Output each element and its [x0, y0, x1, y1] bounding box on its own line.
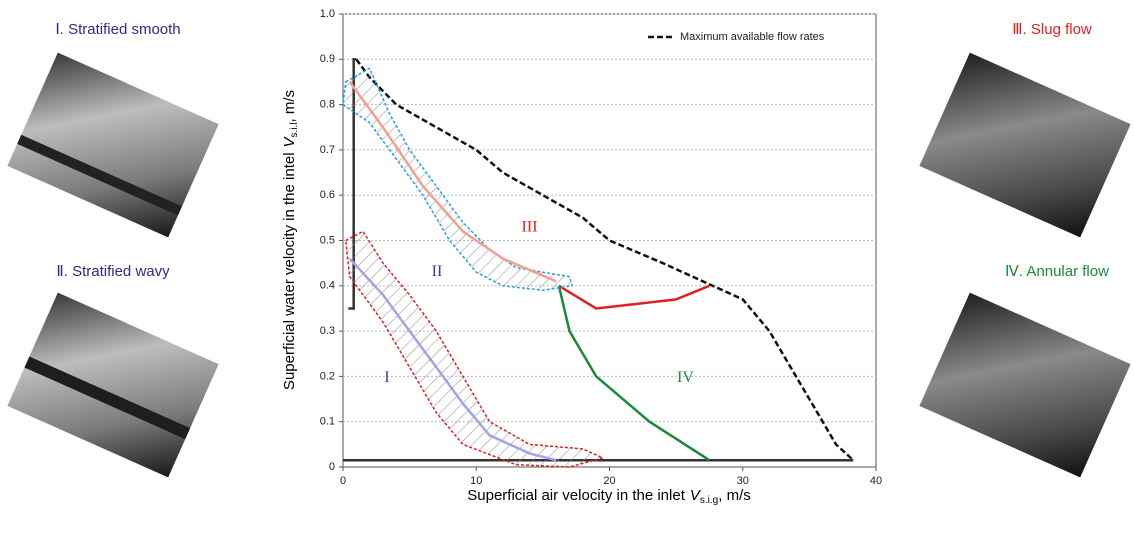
- y-tick-label: 0.6: [320, 189, 335, 201]
- x-axis-unit: , m/s: [718, 487, 751, 504]
- series-line: [348, 257, 557, 462]
- y-axis-symbol: V: [281, 135, 298, 147]
- panel-label: Ⅲ. Slug flow: [1012, 21, 1092, 38]
- annotation: IV: [677, 369, 694, 386]
- series-line: [557, 285, 711, 462]
- y-axis-label-text: Superficial water velocity in the intel: [281, 152, 298, 390]
- photo: [919, 52, 1131, 238]
- annotation: III: [522, 218, 538, 235]
- y-tick-label: 1.0: [320, 8, 335, 20]
- y-tick-label: 0.9: [320, 53, 335, 65]
- series-line: [558, 284, 710, 310]
- x-axis-subscript: s.i.g: [700, 495, 718, 506]
- y-tick-label: 0.3: [320, 325, 335, 337]
- panel-label: Ⅳ. Annular flow: [1005, 263, 1109, 280]
- x-tick-label: 20: [603, 475, 615, 487]
- region: [344, 230, 606, 468]
- x-axis-symbol: V: [690, 487, 702, 504]
- legend-label: Maximum available flow rates: [680, 31, 825, 43]
- x-axis-label: Superficial air velocity in the inlet Vs.…: [467, 487, 750, 506]
- series-line: [348, 58, 357, 310]
- y-axis-label: Superficial water velocity in the intel V…: [281, 90, 300, 390]
- y-tick-label: 0.2: [320, 370, 335, 382]
- panel-label: Ⅰ. Stratified smooth: [55, 21, 180, 38]
- annotation: I: [384, 369, 389, 386]
- x-tick-label: 0: [340, 475, 346, 487]
- y-axis-subscript: s.i.l: [289, 122, 300, 137]
- y-tick-label: 0.5: [320, 234, 335, 246]
- panel-label: Ⅱ. Stratified wavy: [56, 263, 170, 280]
- photo: [7, 292, 219, 478]
- x-tick-label: 40: [870, 475, 882, 487]
- y-axis-unit: , m/s: [281, 90, 298, 123]
- series-line: [348, 81, 557, 283]
- y-tick-label: 0.8: [320, 99, 335, 111]
- y-tick-label: 0.4: [320, 280, 335, 292]
- x-axis-label-text: Superficial air velocity in the inlet: [467, 487, 685, 504]
- x-tick-label: 30: [737, 475, 749, 487]
- y-tick-label: 0.1: [320, 416, 335, 428]
- photo: [919, 292, 1131, 478]
- y-tick-label: 0.7: [320, 144, 335, 156]
- region: [342, 67, 574, 292]
- x-tick-label: 10: [470, 475, 482, 487]
- y-tick-label: 0: [329, 461, 335, 473]
- photo: [7, 52, 219, 238]
- annotation: II: [432, 263, 443, 280]
- series-line: [355, 58, 855, 462]
